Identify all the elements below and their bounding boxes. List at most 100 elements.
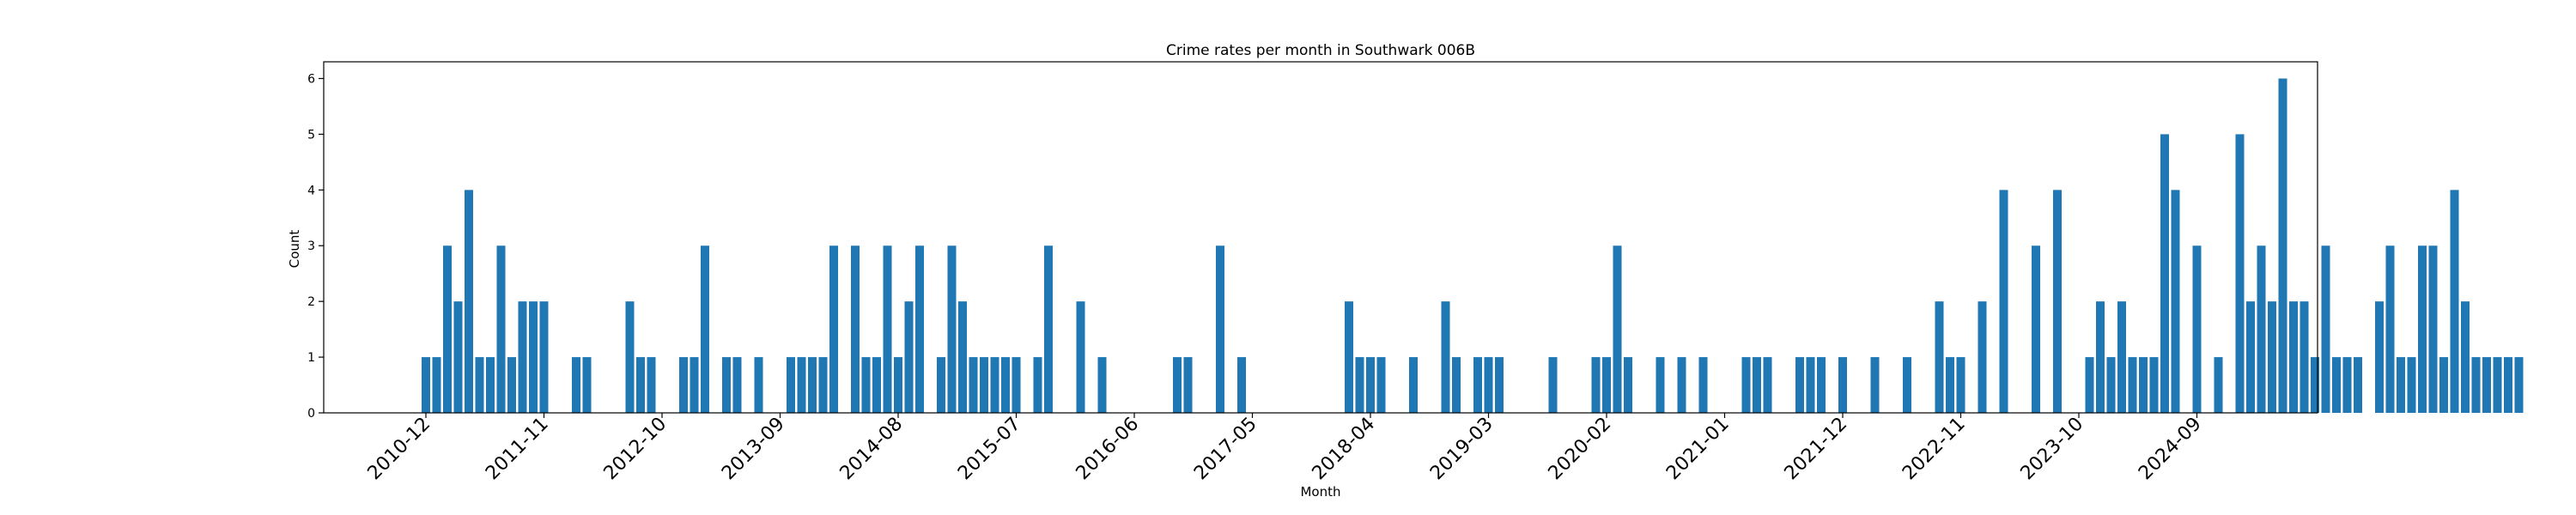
bar-2020-06 [1978, 301, 1987, 413]
bar-2024-11 [2514, 357, 2524, 413]
bar-2021-01 [2085, 357, 2094, 413]
bar-2014-10 [990, 357, 999, 413]
bar-2021-10 [2149, 357, 2159, 413]
bar-2011-02 [443, 245, 452, 413]
bar-2024-02 [2428, 245, 2438, 413]
bar-2016-06 [1345, 301, 1353, 413]
bar-2019-03 [1763, 357, 1772, 413]
bar-2012-09 [701, 245, 709, 413]
bar-2022-12 [2289, 301, 2298, 413]
bar-2023-10 [2397, 357, 2405, 413]
bar-2022-08 [2246, 301, 2255, 413]
bar-2011-10 [529, 301, 538, 413]
bar-2012-04 [625, 301, 635, 413]
x-tick-label-2020-02: 2020-02 [1545, 414, 1616, 485]
bar-2022-03 [2192, 245, 2202, 413]
bar-2014-02 [904, 301, 914, 413]
bar-2019-04 [1795, 357, 1804, 413]
bar-2020-04 [1946, 357, 1954, 413]
bar-2021-11 [2160, 134, 2169, 413]
bar-2011-03 [453, 301, 463, 413]
bar-2024-06 [2471, 357, 2481, 413]
bar-2013-07 [829, 245, 838, 413]
x-tick-label-2012-10: 2012-10 [600, 414, 671, 485]
bar-2011-04 [465, 190, 473, 413]
bar-2019-06 [1806, 357, 1815, 413]
bar-2022-09 [2257, 245, 2266, 413]
bar-2018-04 [1624, 357, 1632, 413]
bar-2022-07 [2235, 134, 2245, 413]
bar-2015-01 [1033, 357, 1042, 413]
bar-2017-10 [1495, 357, 1504, 413]
bar-2013-11 [872, 357, 881, 413]
bar-2019-08 [1817, 357, 1826, 413]
x-axis: 2010-12 2011-11 2012-10 2013-09 2014-08 2015-… [364, 413, 2206, 484]
bar-2020-01 [1903, 357, 1911, 413]
bar-2021-03 [2106, 357, 2116, 413]
x-tick-label-2014-08: 2014-08 [836, 414, 908, 485]
bar-2023-04 [2332, 357, 2341, 413]
bar-2017-12 [1591, 357, 1601, 413]
bar-2022-05 [2214, 357, 2223, 413]
bar-2021-08 [2139, 357, 2148, 413]
bar-2018-02 [1613, 245, 1622, 413]
bar-2018-11 [1698, 357, 1708, 413]
bar-2021-06 [2128, 357, 2137, 413]
bar-2017-07 [1473, 357, 1482, 413]
bar-2011-05 [475, 357, 484, 413]
bar-2024-05 [2461, 301, 2470, 413]
bar-2015-05 [1097, 357, 1107, 413]
bar-2011-01 [432, 357, 441, 413]
bar-2015-11 [1216, 245, 1224, 413]
bar-2018-12 [1741, 357, 1751, 413]
y-tick-label: 1 [307, 351, 315, 365]
bar-2022-01 [2171, 190, 2180, 413]
y-tick-label: 5 [307, 128, 315, 142]
bar-2023-02 [2311, 357, 2319, 413]
bar-2012-08 [690, 357, 699, 413]
bar-2019-11 [1870, 357, 1880, 413]
y-tick-label: 2 [307, 295, 315, 309]
bar-series [422, 78, 2524, 413]
bar-2020-07 [1999, 190, 2008, 413]
bar-2013-06 [818, 357, 828, 413]
bar-2017-09 [1484, 357, 1493, 413]
bar-2012-05 [636, 357, 645, 413]
bar-2019-09 [1838, 357, 1847, 413]
bar-2019-01 [1753, 357, 1761, 413]
bar-2011-08 [507, 357, 516, 413]
bar-2020-02 [1935, 301, 1944, 413]
x-tick-label-2010-12: 2010-12 [364, 414, 435, 485]
bar-2011-07 [496, 245, 506, 413]
bar-2023-01 [2300, 301, 2309, 413]
bar-2015-09 [1183, 357, 1193, 413]
bar-2013-04 [797, 357, 806, 413]
x-tick-label-2015-07: 2015-07 [954, 414, 1025, 485]
bar-2023-03 [2321, 245, 2330, 413]
bar-2023-12 [2418, 245, 2427, 413]
bar-2013-10 [861, 357, 871, 413]
bar-2023-06 [2354, 357, 2362, 413]
y-tick-label: 3 [307, 239, 315, 253]
chart-title: Crime rates per month in Southwark 006B [1166, 42, 1475, 59]
x-tick-label-2024-09: 2024-09 [2135, 414, 2206, 485]
bar-2014-01 [894, 357, 902, 413]
x-tick-label-2021-01: 2021-01 [1662, 414, 1734, 485]
bar-2016-10 [1366, 357, 1375, 413]
x-tick-label-2023-10: 2023-10 [2017, 414, 2088, 485]
bar-2020-09 [2032, 245, 2040, 413]
bar-2013-12 [883, 245, 892, 413]
bar-2022-10 [2268, 301, 2276, 413]
x-tick-label-2017-05: 2017-05 [1190, 414, 1261, 485]
bar-2014-05 [937, 357, 945, 413]
bar-2014-11 [1001, 357, 1010, 413]
bar-2011-06 [486, 357, 495, 413]
bar-2018-09 [1656, 357, 1665, 413]
bar-2012-07 [679, 357, 688, 413]
bar-2015-04 [1076, 301, 1085, 413]
bar-2021-02 [2096, 301, 2105, 413]
bar-2023-05 [2342, 357, 2352, 413]
bar-2024-04 [2450, 190, 2459, 413]
x-tick-label-2019-03: 2019-03 [1426, 414, 1498, 485]
y-axis-label: Count [287, 230, 302, 269]
